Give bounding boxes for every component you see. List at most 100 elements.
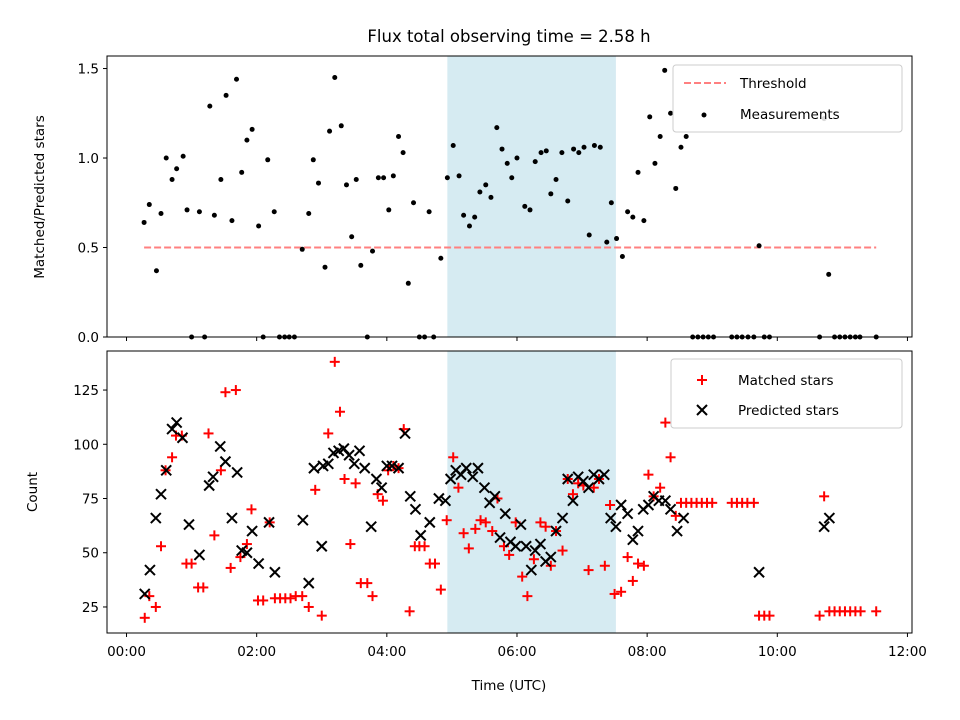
matched-star-point	[567, 489, 578, 500]
matched-star-point	[605, 500, 616, 511]
predicted-star-point	[176, 432, 189, 444]
measurement-point	[614, 236, 620, 242]
measurement-point	[386, 207, 392, 213]
measurement-point	[652, 160, 658, 166]
measurement-point	[543, 148, 549, 154]
measurement-point	[141, 219, 147, 225]
measurement-point	[625, 209, 631, 215]
matched-star-point	[588, 482, 599, 493]
matched-star-point	[435, 584, 446, 595]
y-tick-label: 100	[73, 437, 99, 453]
measurement-point	[619, 253, 625, 259]
predicted-stars-points	[139, 416, 836, 600]
measurement-point	[532, 159, 538, 165]
matched-star-point	[203, 428, 214, 439]
predicted-star-point	[627, 534, 639, 546]
legend-predicted-swatch	[696, 404, 708, 416]
y-tick-label: 75	[82, 492, 99, 508]
predicted-star-point	[353, 445, 366, 457]
predicted-star-point	[214, 440, 226, 453]
predicted-star-point	[308, 462, 320, 474]
matched-star-point	[303, 601, 314, 612]
measurement-point	[353, 176, 359, 182]
matched-star-point	[167, 452, 178, 463]
predicted-star-point	[556, 512, 569, 524]
matched-star-point	[475, 515, 486, 526]
matched-stars-points	[139, 356, 882, 623]
predicted-star-point	[160, 464, 172, 477]
ratio-panel: 0.0 0.5 1.0 1.5 Flux total observing time =…	[32, 27, 913, 346]
matched-star-point	[487, 526, 498, 537]
predicted-star-point	[365, 521, 377, 533]
predicted-star-point	[604, 512, 617, 524]
x-tick-label: 00:00	[107, 644, 146, 660]
predicted-star-point	[615, 499, 627, 511]
observing-window-shade	[447, 56, 616, 337]
measurement-point	[571, 146, 577, 152]
ratio-legend: Threshold Measurements	[672, 64, 903, 133]
predicted-star-point	[343, 449, 355, 461]
matched-star-point	[463, 543, 474, 554]
matched-star-point	[517, 571, 528, 582]
predicted-star-point	[494, 531, 506, 544]
matched-star-point	[285, 593, 296, 604]
count-y-axis: 25 50 75 100 125	[73, 383, 107, 616]
matched-star-point	[258, 595, 269, 606]
predicted-star-point	[598, 468, 610, 481]
y-tick-label: 0.5	[78, 241, 99, 257]
measurement-point	[514, 155, 520, 161]
matched-star-point	[540, 521, 551, 532]
measurement-point	[504, 160, 510, 166]
measurement-point	[477, 189, 483, 195]
measurement-point	[400, 150, 406, 156]
predicted-star-point	[316, 540, 328, 552]
matched-star-point	[748, 497, 759, 508]
matched-star-point	[557, 545, 568, 556]
legend-threshold-label: Threshold	[739, 76, 807, 92]
legend-matched-swatch	[697, 375, 707, 385]
matched-star-point	[345, 539, 356, 550]
measurement-point	[673, 185, 679, 191]
matched-star-point	[209, 530, 220, 541]
measurement-point	[396, 134, 402, 140]
measurement-point	[343, 182, 349, 188]
predicted-star-point	[263, 516, 275, 529]
measurement-point	[466, 223, 472, 229]
ratio-y-axis-label: Matched/Predicted stars	[32, 115, 48, 278]
chart-title: Flux total observing time = 2.58 h	[367, 27, 650, 46]
x-tick-label: 06:00	[498, 644, 537, 660]
predicted-star-point	[753, 566, 765, 578]
measurement-point	[381, 175, 387, 181]
predicted-star-point	[150, 512, 162, 524]
measurement-point	[499, 146, 505, 152]
measurement-point	[271, 209, 277, 215]
matched-star-point	[323, 428, 334, 439]
measurement-point	[211, 212, 217, 218]
legend-measurements-swatch	[701, 112, 707, 118]
y-tick-label: 1.0	[78, 151, 99, 167]
measurement-point	[426, 209, 432, 215]
measurement-point	[576, 150, 582, 156]
predicted-star-point	[399, 427, 411, 440]
matched-star-point	[819, 491, 830, 502]
matched-star-point	[583, 565, 594, 576]
predicted-star-point	[545, 551, 557, 563]
matched-star-point	[660, 417, 671, 428]
predicted-star-point	[155, 488, 167, 500]
predicted-star-point	[246, 525, 258, 537]
measurement-point	[310, 157, 316, 163]
measurement-point	[553, 176, 559, 182]
predicted-star-point	[515, 518, 527, 531]
matched-star-point	[225, 562, 236, 573]
y-tick-label: 25	[82, 600, 99, 616]
predicted-star-point	[489, 490, 501, 503]
y-tick-label: 1.5	[78, 62, 99, 78]
matched-star-point	[670, 510, 681, 521]
measurement-point	[548, 191, 554, 197]
measurement-point	[349, 234, 355, 240]
matched-star-point	[871, 606, 882, 617]
measurement-point	[169, 176, 175, 182]
matched-star-point	[350, 478, 361, 489]
measurement-point	[163, 155, 169, 161]
measurement-point	[483, 182, 489, 188]
